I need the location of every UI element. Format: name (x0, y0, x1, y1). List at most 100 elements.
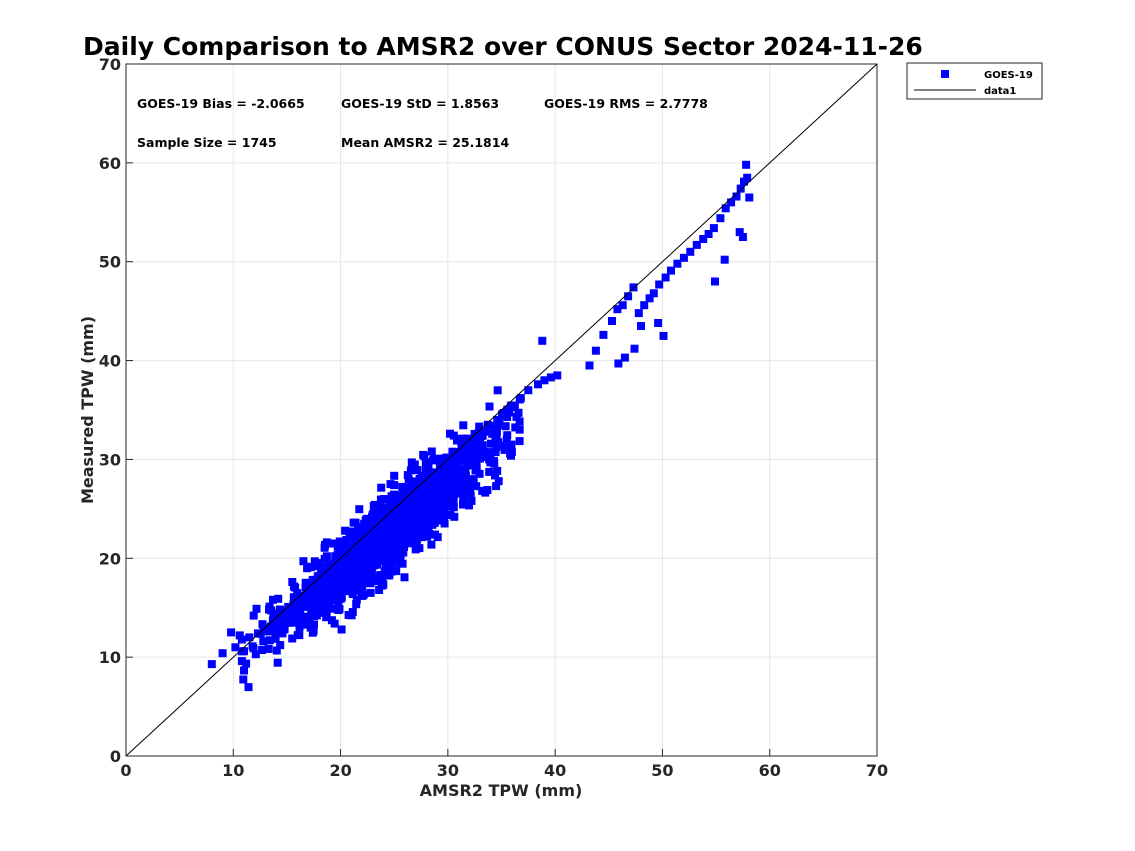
scatter-point (419, 484, 428, 493)
scatter-point (450, 512, 459, 521)
stat-std: GOES-19 StD = 1.8563 (341, 96, 499, 111)
scatter-point (387, 500, 396, 508)
scatter-point (494, 438, 503, 447)
scatter-point (286, 614, 295, 623)
scatter-point (743, 173, 752, 182)
scatter-point (267, 606, 276, 615)
scatter-point (507, 403, 516, 411)
scatter-point (427, 540, 436, 549)
scatter-point (709, 224, 718, 233)
scatter-point (427, 447, 436, 456)
scatter-point (654, 319, 663, 327)
scatter-point (469, 460, 478, 469)
scatter-point (280, 608, 289, 617)
y-tick-label: 70 (99, 55, 121, 74)
x-tick-label: 70 (866, 761, 888, 780)
scatter-point (374, 537, 383, 546)
scatter-point (721, 204, 730, 213)
scatter-point (354, 586, 363, 595)
scatter-point (599, 330, 608, 339)
scatter-point (448, 473, 457, 482)
scatter-point (459, 500, 467, 509)
stat-sample-size: Sample Size = 1745 (137, 135, 277, 150)
scatter-point (385, 569, 394, 578)
scatter-point (330, 619, 339, 628)
scatter-point (355, 525, 364, 534)
scatter-point (318, 591, 327, 599)
scatter-point (438, 467, 447, 476)
scatter-point (263, 627, 272, 636)
scatter-point (421, 458, 430, 467)
scatter-point (679, 253, 688, 262)
scatter-point (475, 469, 484, 478)
scatter-point (469, 475, 478, 484)
scatter-point (553, 371, 562, 380)
scatter-point (412, 537, 421, 546)
scatter-point (494, 477, 503, 486)
scatter-point (395, 494, 404, 503)
scatter-point (301, 612, 310, 621)
scatter-point (412, 531, 420, 540)
scatter-point (420, 523, 429, 532)
scatter-point (475, 422, 484, 431)
scatter-point (366, 572, 375, 581)
scatter-point (335, 559, 344, 568)
scatter-point (407, 458, 416, 467)
scatter-point (321, 570, 330, 579)
scatter-point (273, 658, 282, 667)
scatter-point (435, 476, 444, 485)
scatter-point (485, 402, 494, 411)
scatter-point (337, 625, 346, 634)
scatter-point (585, 361, 594, 370)
scatter-point (720, 255, 729, 264)
scatter-point (333, 542, 342, 551)
scatter-point (402, 516, 410, 525)
scatter-point (511, 423, 520, 432)
scatter-point (402, 532, 411, 541)
scatter-point (476, 432, 484, 441)
scatter-point (540, 376, 549, 385)
scatter-point (378, 528, 387, 536)
scatter-point (401, 491, 410, 500)
scatter-point (274, 594, 283, 603)
scatter-point (512, 412, 521, 421)
scatter-point (362, 561, 371, 570)
legend: GOES-19 data1 (906, 62, 1043, 100)
stat-mean: Mean AMSR2 = 25.1814 (341, 135, 509, 150)
scatter-point (455, 467, 464, 476)
plot-frame (125, 63, 878, 757)
scatter-point (466, 442, 475, 451)
scatter-point (428, 495, 437, 503)
scatter-point (637, 322, 645, 330)
scatter-point (446, 491, 455, 500)
scatter-point (375, 512, 383, 521)
one-to-one-line (125, 63, 878, 757)
scatter-point (368, 510, 377, 519)
scatter-point (370, 500, 379, 509)
scatter-point (207, 660, 216, 669)
x-tick-label: 30 (437, 761, 459, 780)
stat-rms: GOES-19 RMS = 2.7778 (544, 96, 708, 111)
scatter-point (425, 530, 434, 538)
scatter-point (252, 604, 261, 613)
scatter-point (333, 575, 342, 583)
scatter-point (686, 247, 695, 256)
scatter-point (461, 465, 469, 474)
scatter-point (240, 666, 248, 675)
scatter-point (620, 353, 629, 362)
scatter-point (745, 193, 754, 202)
scatter-point (402, 508, 411, 517)
scatter-point (491, 471, 499, 480)
scatter-point (378, 545, 387, 554)
scatter-point (349, 545, 358, 554)
scatter-point (218, 649, 227, 658)
scatter-point (452, 454, 461, 463)
scatter-point (383, 533, 392, 542)
grid-lines (126, 64, 877, 756)
scatter-point (371, 551, 380, 560)
scatter-point (352, 595, 361, 604)
scatter-point (333, 550, 342, 559)
scatter-point (423, 501, 432, 510)
scatter-point (375, 586, 384, 594)
scatter-point (429, 505, 438, 514)
